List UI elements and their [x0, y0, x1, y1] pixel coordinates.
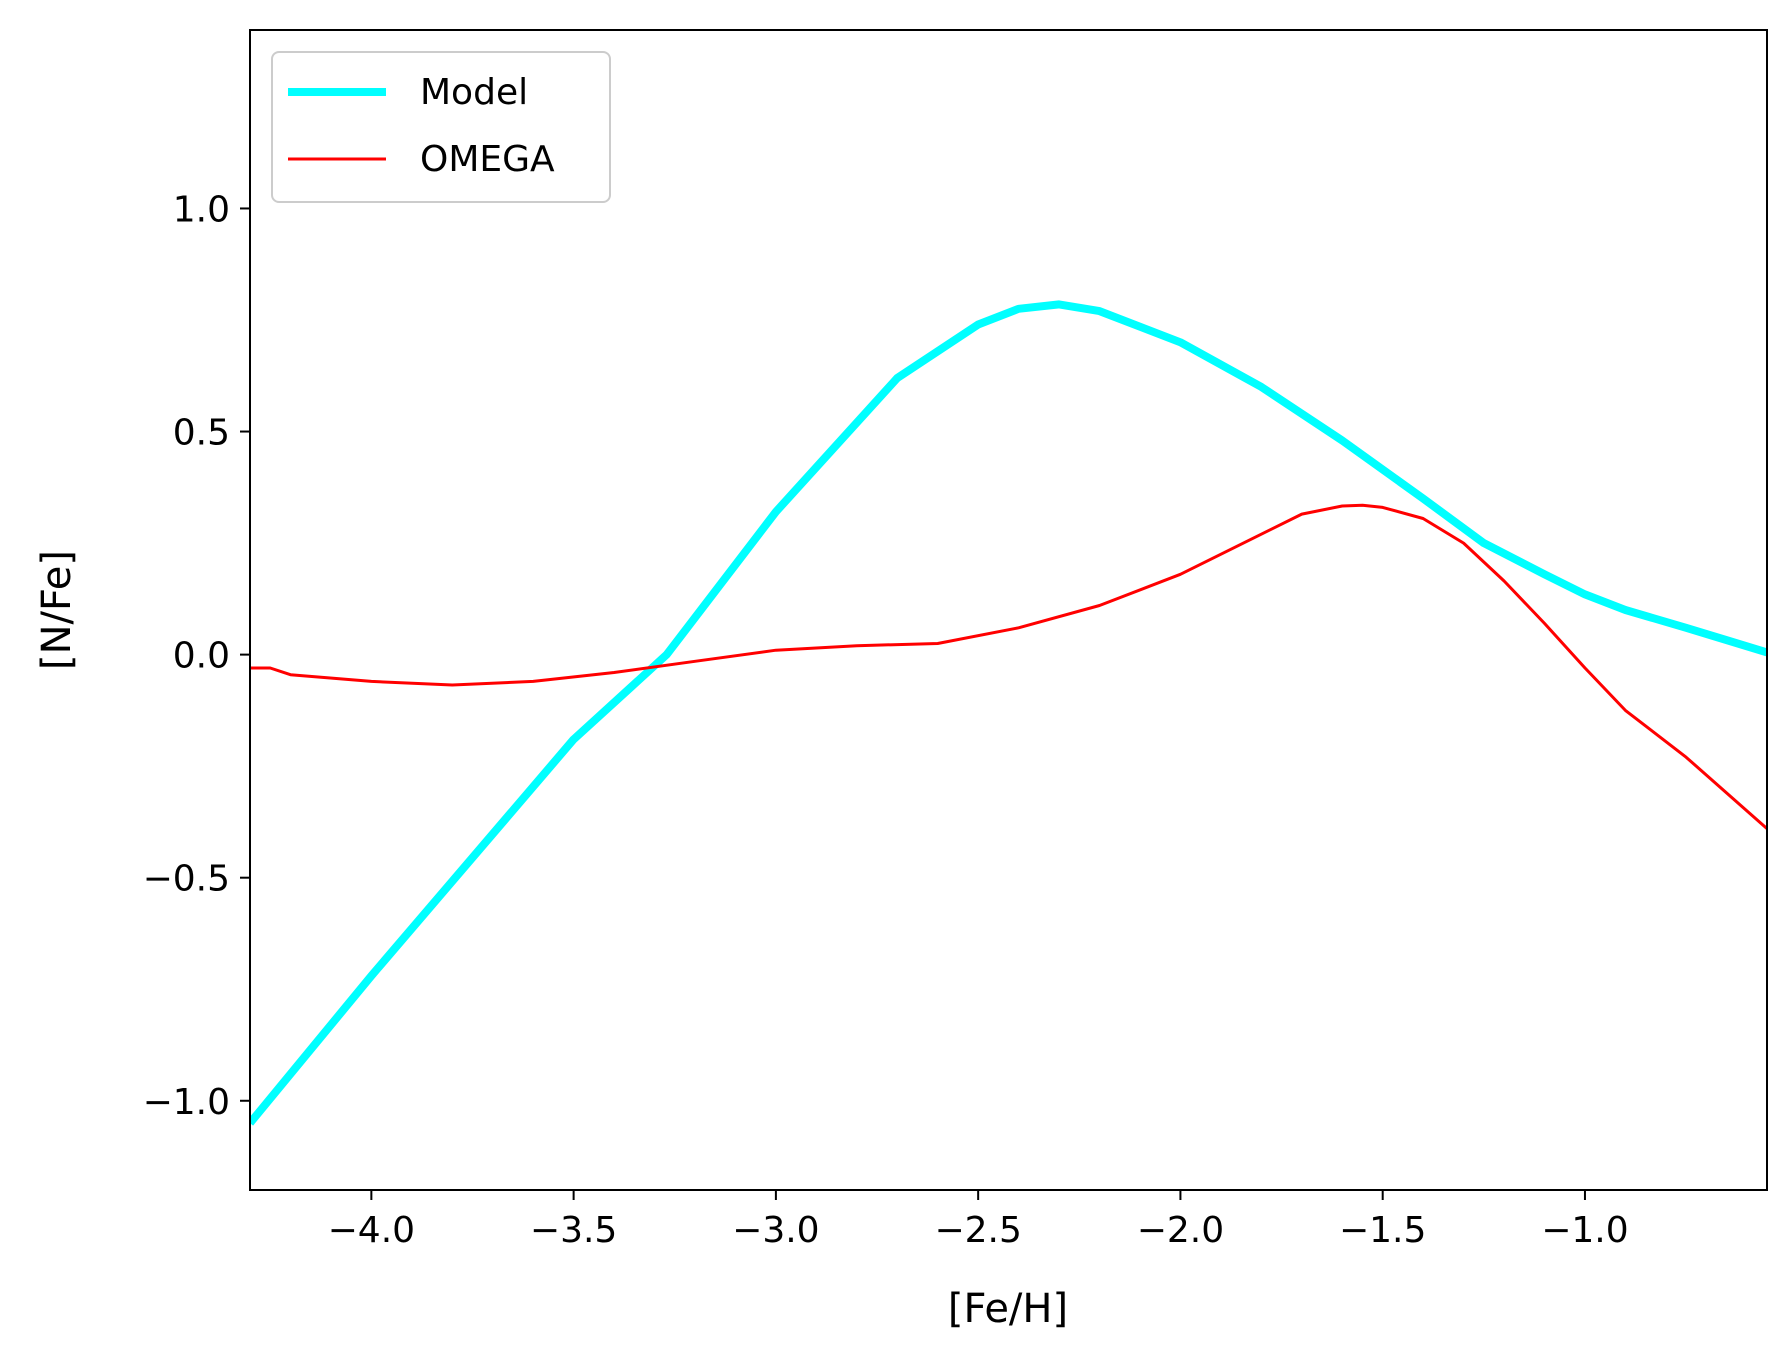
x-tick-label: −1.0	[1541, 1210, 1628, 1251]
x-tick-label: −3.0	[732, 1210, 819, 1251]
y-tick-label: 0.5	[173, 413, 230, 454]
legend-label-omega: OMEGA	[420, 139, 555, 180]
x-tick-label: −3.5	[530, 1210, 617, 1251]
y-tick-label: 1.0	[173, 189, 230, 230]
y-tick-label: −0.5	[143, 859, 230, 900]
legend: Model OMEGA	[271, 51, 611, 203]
y-axis-label: [N/Fe]	[34, 550, 80, 670]
x-axis-ticks: −4.0 −3.5 −3.0 −2.5 −2.0 −1.5 −1.0	[328, 1190, 1629, 1251]
x-tick-label: −1.5	[1339, 1210, 1426, 1251]
series-layer	[250, 300, 1767, 1126]
legend-label-model: Model	[420, 72, 528, 113]
y-tick-label: 0.0	[173, 636, 230, 677]
x-axis-label: [Fe/H]	[948, 1286, 1068, 1332]
series-line-omega	[250, 503, 1767, 830]
plot-frame	[249, 29, 1768, 1191]
x-tick-label: −2.0	[1137, 1210, 1224, 1251]
y-tick-label: −1.0	[143, 1082, 230, 1123]
y-axis-ticks: −1.0 −0.5 0.0 0.5 1.0	[143, 189, 250, 1123]
x-tick-label: −4.0	[328, 1210, 415, 1251]
x-tick-label: −2.5	[934, 1210, 1021, 1251]
series-line-model	[250, 300, 1767, 1126]
